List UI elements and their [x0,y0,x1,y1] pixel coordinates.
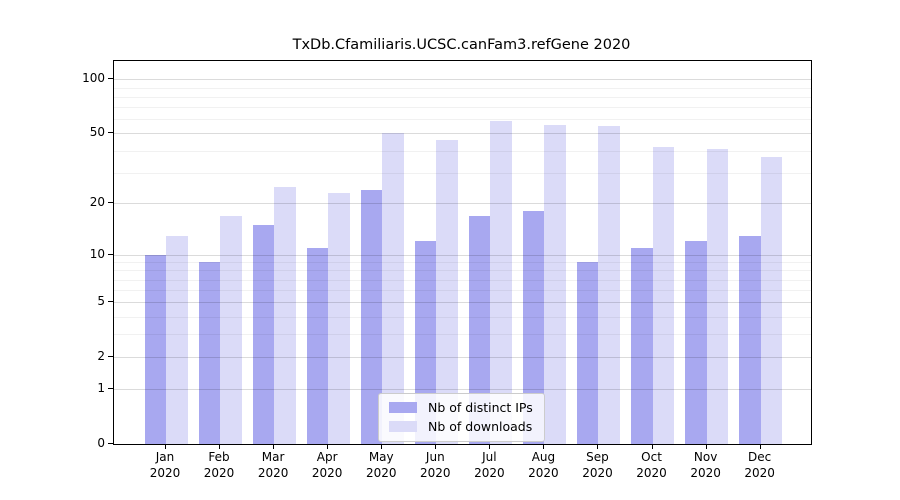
x-tick-mark-sep [597,444,599,449]
x-tick-label-may: May 2020 [365,450,397,480]
x-tick-label-feb: Feb 2020 [203,450,235,480]
y-tick-label-100: 100 [82,71,105,86]
major-gridline-1 [114,389,811,391]
bar-downloads-dec [760,156,783,444]
bar-downloads-mar [274,186,296,444]
y-tick-mark-0 [108,443,113,444]
bar-distinct-ips-dec [739,235,761,444]
y-tick-label-1: 1 [97,381,105,396]
y-tick-label-50: 50 [89,125,105,140]
bar-distinct-ips-may [360,189,383,444]
minor-gridline-4 [114,316,811,318]
x-tick-label-mar: Mar 2020 [257,450,289,480]
minor-gridline-40 [114,150,811,152]
x-tick-label-jan: Jan 2020 [149,450,181,480]
plot-area [113,60,812,445]
x-tick-mark-apr [327,444,329,449]
x-tick-mark-jan [165,444,166,449]
y-tick-label-5: 5 [97,294,105,309]
y-tick-mark-100 [108,78,113,80]
bar-downloads-nov [706,148,729,444]
legend: Nb of distinct IPs Nb of downloads [378,393,545,442]
x-tick-mark-feb [219,444,221,449]
bar-downloads-may [382,133,404,444]
y-tick-mark-10 [108,253,113,255]
bar-downloads-oct [652,146,675,444]
bar-distinct-ips-nov [685,241,707,444]
major-gridline-100 [114,79,811,81]
major-gridline-5 [114,302,811,304]
minor-gridline-90 [114,87,811,89]
x-tick-mark-jul [489,444,491,449]
bar-downloads-jul [490,120,512,444]
minor-gridline-80 [114,96,811,98]
bar-distinct-ips-jul [468,215,491,444]
x-tick-label-apr: Apr 2020 [311,450,343,480]
minor-gridline-3 [114,334,811,336]
x-tick-label-aug: Aug 2020 [528,450,559,480]
minor-gridline-70 [114,107,811,109]
bar-distinct-ips-feb [198,262,221,444]
bar-downloads-aug [544,124,566,444]
bar-distinct-ips-aug [522,211,545,444]
bar-downloads-apr [328,192,350,444]
x-tick-mark-nov [705,444,707,449]
minor-gridline-8 [114,270,811,272]
bar-distinct-ips-mar [252,224,275,444]
legend-swatch-distinct-ips [389,402,417,413]
legend-label-distinct-ips: Nb of distinct IPs [428,400,533,415]
minor-gridline-7 [114,279,811,281]
legend-label-downloads: Nb of downloads [428,419,533,434]
major-gridline-20 [114,203,811,205]
y-tick-mark-5 [108,301,113,303]
x-tick-label-nov: Nov 2020 [690,450,721,480]
major-gridline-50 [114,133,811,135]
x-tick-mark-jun [435,444,437,449]
bar-distinct-ips-jan [144,254,166,444]
x-tick-label-jul: Jul 2020 [474,450,505,480]
minor-gridline-9 [114,262,811,264]
x-tick-mark-oct [651,444,653,449]
y-tick-mark-1 [108,388,113,390]
major-gridline-10 [114,254,811,256]
legend-swatch-downloads [389,421,417,432]
x-tick-mark-may [381,444,383,449]
bar-distinct-ips-apr [306,247,329,444]
x-tick-label-jun: Jun 2020 [420,450,451,480]
bar-downloads-feb [220,215,242,444]
x-tick-label-oct: Oct 2020 [636,450,667,480]
x-tick-label-dec: Dec 2020 [744,450,775,480]
y-tick-mark-50 [108,132,113,134]
legend-row-downloads: Nb of downloads [389,419,533,434]
y-tick-mark-2 [108,356,113,358]
x-tick-mark-mar [273,444,275,449]
minor-gridline-6 [114,290,811,292]
bar-downloads-sep [598,125,620,444]
minor-gridline-30 [114,172,811,174]
y-tick-mark-20 [108,202,113,204]
bar-distinct-ips-sep [576,262,599,444]
y-tick-label-2: 2 [97,349,105,364]
x-tick-mark-aug [543,444,545,449]
chart-title: TxDb.Cfamiliaris.UCSC.canFam3.refGene 20… [292,37,631,53]
x-tick-label-sep: Sep 2020 [582,450,613,480]
y-tick-label-0: 0 [97,436,105,450]
y-tick-label-20: 20 [89,195,105,210]
bar-distinct-ips-oct [631,247,653,444]
major-gridline-2 [114,357,811,359]
bar-downloads-jun [436,139,458,444]
minor-gridline-60 [114,119,811,121]
legend-row-distinct-ips: Nb of distinct IPs [389,400,533,415]
bar-downloads-jan [166,235,188,444]
y-tick-label-10: 10 [89,246,105,261]
x-tick-mark-dec [759,444,761,449]
